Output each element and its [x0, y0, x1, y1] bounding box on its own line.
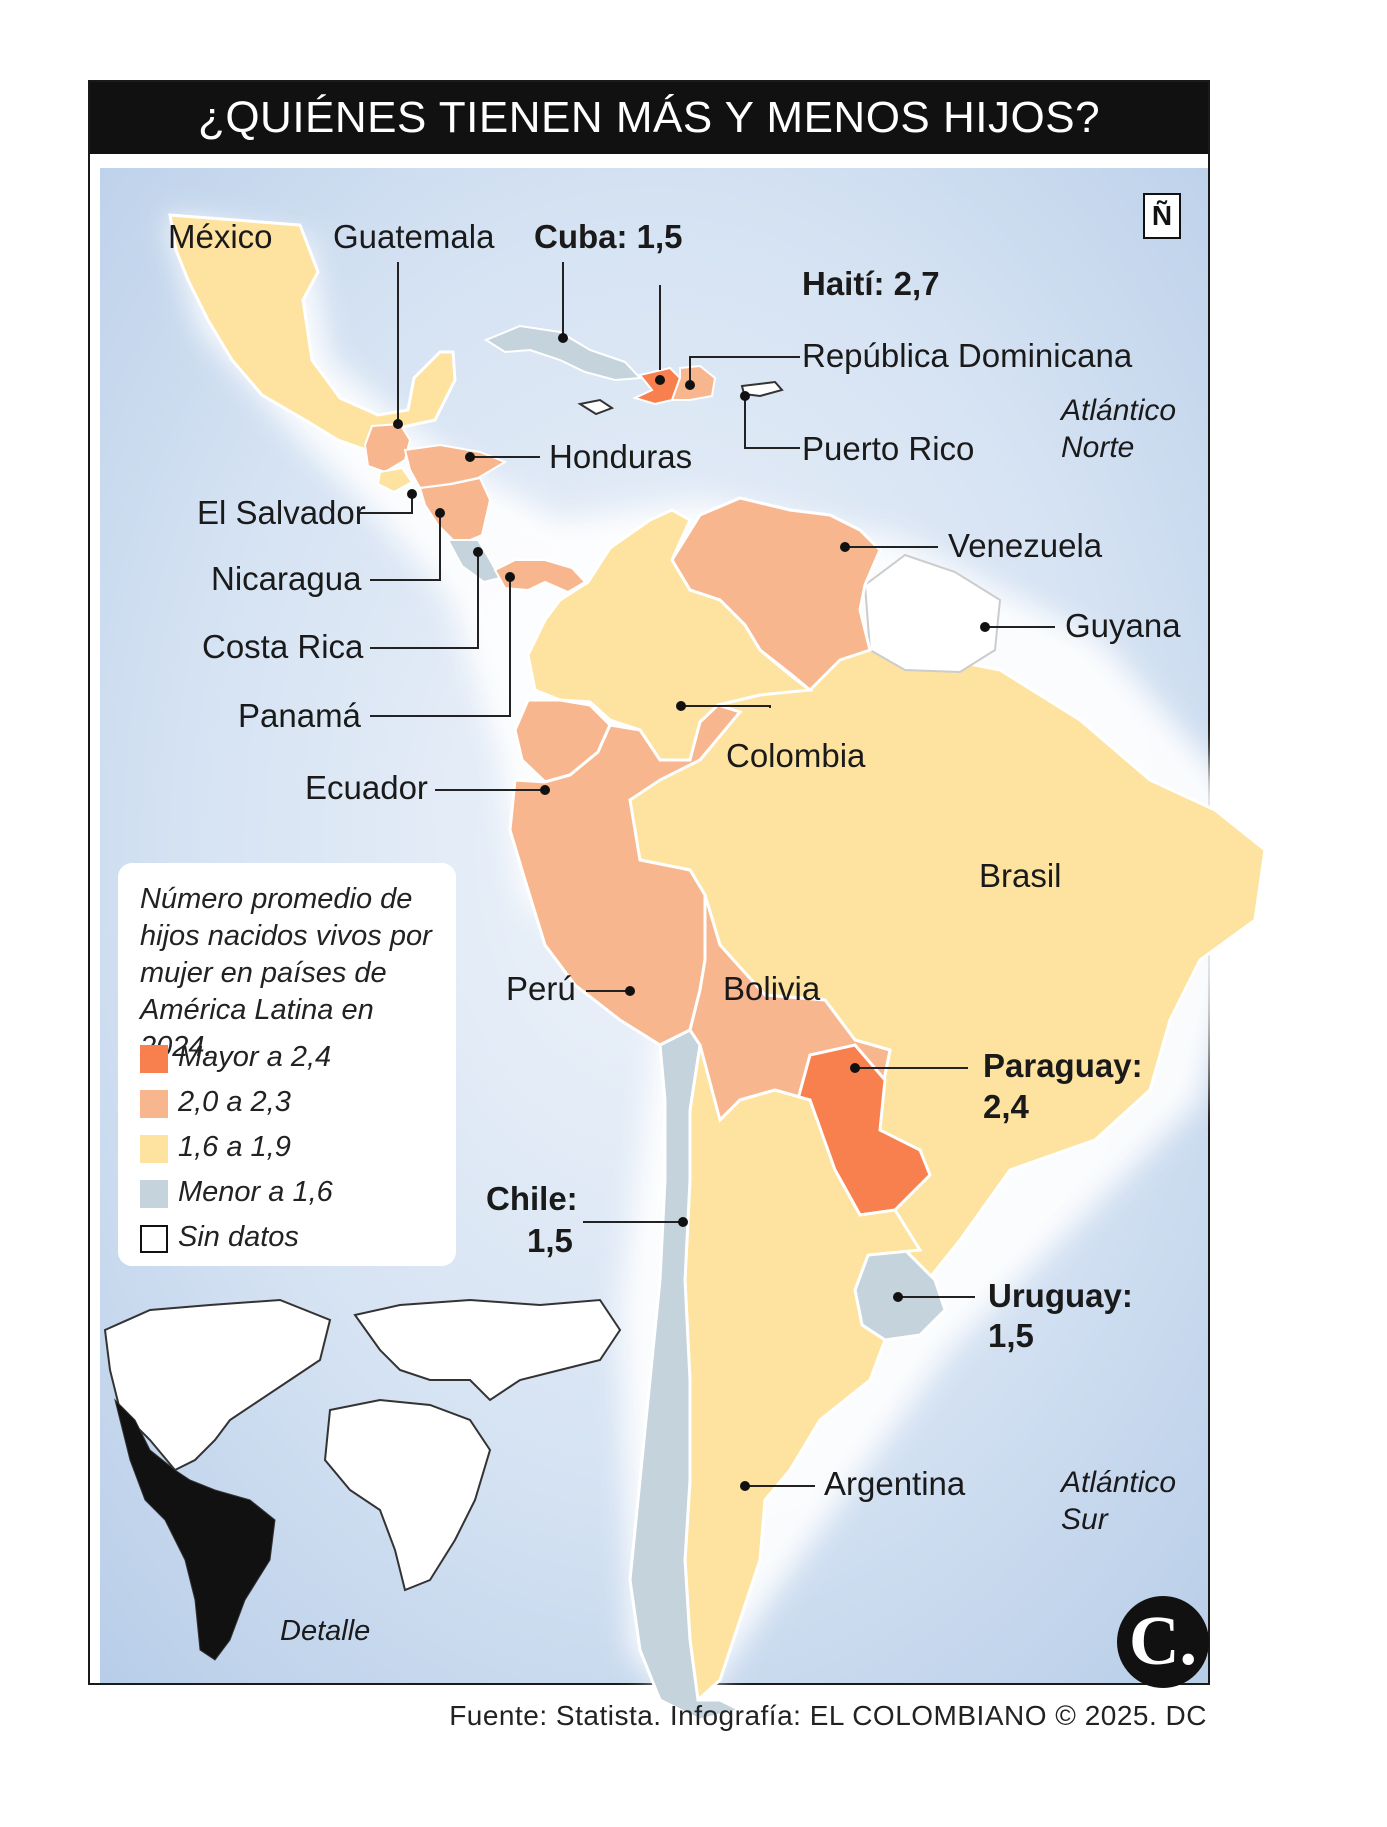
label-inset-detalle: Detalle — [280, 1615, 371, 1647]
label-chile-title: Chile: — [486, 1180, 578, 1217]
label-venezuela: Venezuela — [948, 527, 1103, 564]
legend-label: 2,0 a 2,3 — [178, 1086, 291, 1118]
title-bar: ¿QUIÉNES TIENEN MÁS Y MENOS HIJOS? — [90, 82, 1208, 154]
label-guatemala: Guatemala — [333, 218, 495, 255]
haiti-shape — [632, 366, 682, 406]
page-title: ¿QUIÉNES TIENEN MÁS Y MENOS HIJOS? — [197, 93, 1101, 142]
label-atlantico-norte-line2: Norte — [1061, 431, 1135, 464]
legend-title: Número promedio de hijos nacidos vivos p… — [140, 883, 432, 1063]
nicaragua-shape — [418, 476, 492, 547]
mexico-shape — [168, 213, 457, 454]
label-atlantico-sur-line2: Sur — [1061, 1503, 1108, 1536]
logo-letter: C. — [1128, 1603, 1198, 1680]
legend-swatch — [140, 1045, 168, 1073]
legend-swatch — [140, 1180, 168, 1208]
legend-label: Mayor a 2,4 — [178, 1041, 332, 1073]
label-el-salvador: El Salvador — [197, 494, 366, 531]
cuba-shape — [483, 324, 643, 382]
legend-swatch — [140, 1225, 168, 1253]
legend: Número promedio de hijos nacidos vivos p… — [118, 863, 456, 1266]
label-cuba: Cuba: 1,5 — [534, 218, 683, 255]
label-haiti: Haití: 2,7 — [802, 265, 940, 302]
label-mexico: México — [168, 218, 273, 255]
legend-label: Menor a 1,6 — [178, 1176, 333, 1208]
jamaica-shape — [577, 398, 615, 416]
el-colombiano-logo: C. — [1117, 1596, 1209, 1688]
legend-swatch — [140, 1135, 168, 1163]
label-brasil: Brasil — [979, 857, 1062, 894]
label-bolivia: Bolivia — [723, 970, 821, 1007]
label-argentina: Argentina — [824, 1465, 966, 1502]
inset-world-map — [103, 1298, 622, 1661]
label-ecuador: Ecuador — [305, 769, 428, 806]
label-paraguay-value: 2,4 — [983, 1088, 1029, 1125]
legend-swatch — [140, 1090, 168, 1118]
label-peru: Perú — [506, 970, 576, 1007]
panama-shape — [493, 559, 587, 594]
label-puerto-rico: Puerto Rico — [802, 430, 975, 467]
source-credit: Fuente: Statista. Infografía: EL COLOMBI… — [449, 1700, 1207, 1731]
label-atlantico-norte-line1: Atlántico — [1061, 394, 1177, 427]
chile-shape — [628, 1028, 745, 1722]
label-chile-value: 1,5 — [527, 1222, 573, 1259]
label-costa-rica: Costa Rica — [202, 628, 364, 665]
label-atlantico-sur-line1: Atlántico — [1061, 1466, 1177, 1499]
label-honduras: Honduras — [549, 438, 693, 475]
label-panama: Panamá — [238, 697, 361, 734]
label-uruguay-value: 1,5 — [988, 1317, 1034, 1354]
colombia-shape — [526, 508, 814, 762]
peru-shape — [508, 703, 743, 1047]
legend-label: 1,6 a 1,9 — [178, 1131, 291, 1163]
north-arrow-icon: Ñ — [1143, 193, 1181, 239]
label-republica-dominicana: República Dominicana — [802, 337, 1133, 374]
el-salvador-shape — [376, 466, 414, 494]
label-colombia: Colombia — [726, 737, 866, 774]
guyana-shape — [863, 553, 1002, 674]
label-uruguay-title: Uruguay: — [988, 1277, 1133, 1314]
label-nicaragua: Nicaragua — [211, 560, 362, 597]
legend-label: Sin datos — [178, 1221, 299, 1253]
label-paraguay-title: Paraguay: — [983, 1047, 1143, 1084]
label-guyana: Guyana — [1065, 607, 1181, 644]
